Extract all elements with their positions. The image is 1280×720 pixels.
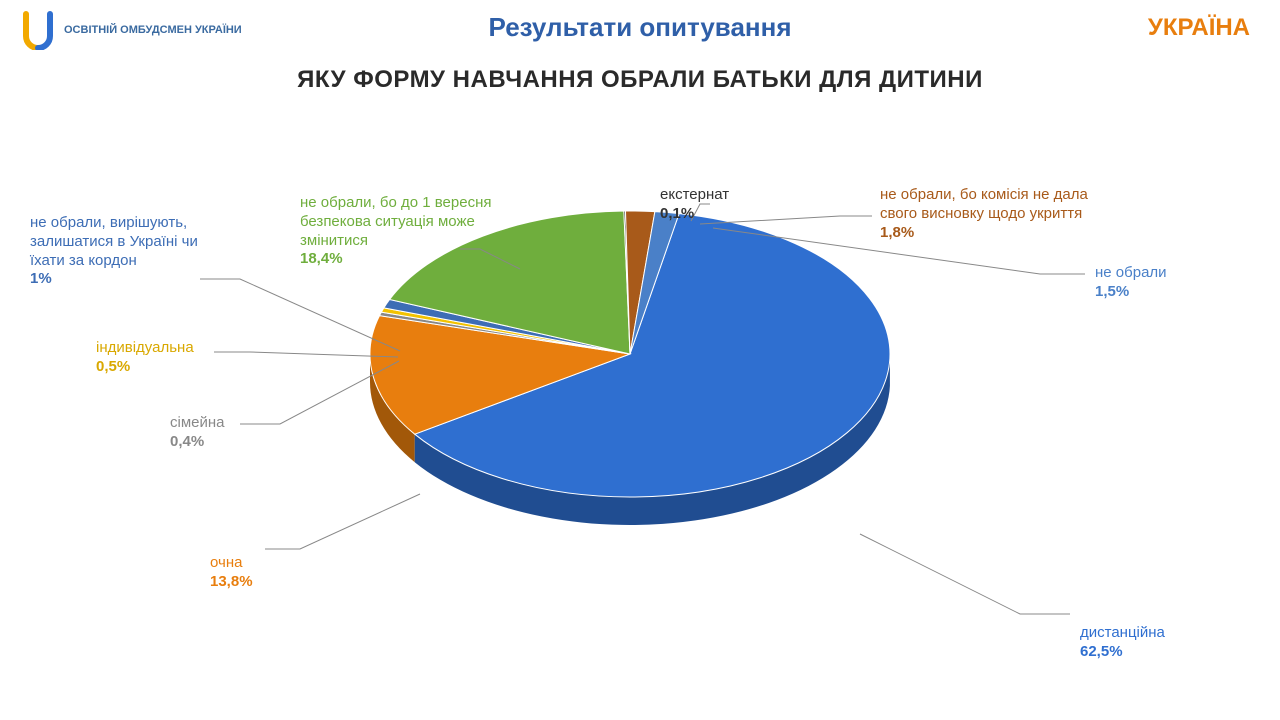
country-label: УКРАЇНА — [1148, 14, 1250, 42]
slice-label: сімейна0,4% — [170, 414, 225, 452]
header: ОСВІТНІЙ ОМБУДСМЕН УКРАЇНИ Результати оп… — [0, 0, 1280, 60]
logo-icon — [20, 10, 56, 50]
slice-label: дистанційна62,5% — [1080, 624, 1165, 662]
slice-label: очна13,8% — [210, 554, 253, 592]
slice-label: екстернат0,1% — [660, 186, 729, 224]
slice-label: не обрали1,5% — [1095, 264, 1167, 302]
slice-label: не обрали, вирішують, залишатися в Украї… — [30, 214, 198, 289]
logo-text: ОСВІТНІЙ ОМБУДСМЕН УКРАЇНИ — [64, 24, 242, 36]
chart-title: ЯКУ ФОРМУ НАВЧАННЯ ОБРАЛИ БАТЬКИ ДЛЯ ДИТ… — [0, 66, 1280, 94]
slice-label: не обрали, бо до 1 вересня безпекова сит… — [300, 194, 491, 269]
slice-label: не обрали, бо комісія не дала свого висн… — [880, 186, 1088, 242]
pie-chart: дистанційна62,5% очна13,8% сімейна0,4% інди… — [0, 94, 1280, 694]
slice-label: індивідуальна0,5% — [96, 339, 194, 377]
logo: ОСВІТНІЙ ОМБУДСМЕН УКРАЇНИ — [20, 10, 242, 50]
